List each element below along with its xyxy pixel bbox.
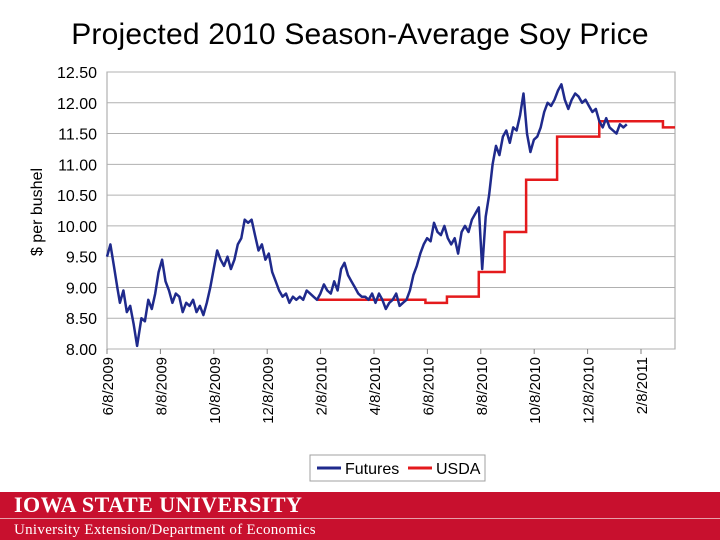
usda-series-line — [317, 119, 675, 305]
page-title: Projected 2010 Season-Average Soy Price — [71, 18, 649, 51]
grid-lines — [107, 71, 675, 350]
y-tick-label: 8.50 — [66, 311, 97, 328]
x-tick-label: 2/8/2011 — [634, 357, 651, 414]
y-tick-label: 12.50 — [57, 65, 97, 82]
x-tick-label: 2/8/2010 — [314, 357, 331, 415]
x-tick-label: 4/8/2010 — [367, 357, 384, 415]
x-axis-ticks: 6/8/2009 8/8/2009 10/8/2009 12/8/2009 2/8/20… — [100, 349, 651, 424]
y-tick-label: 11.00 — [58, 157, 97, 174]
x-tick-label: 10/8/2010 — [527, 357, 544, 424]
x-tick-label: 8/8/2010 — [474, 357, 491, 415]
y-tick-label: 11.50 — [58, 127, 97, 144]
futures-series-line — [105, 83, 628, 348]
x-tick-label: 12/8/2009 — [260, 357, 277, 424]
y-axis-label: $ per bushel — [29, 168, 46, 256]
y-tick-label: 10.00 — [57, 219, 97, 236]
y-tick-label: 9.50 — [66, 250, 97, 267]
y-tick-label: 10.50 — [57, 188, 97, 205]
footer-divider — [0, 518, 720, 519]
x-tick-label: 6/8/2010 — [420, 357, 437, 415]
y-axis-ticks: 8.00 8.50 9.00 9.50 10.00 10.50 11.00 11.50 12.0… — [57, 65, 97, 359]
legend-futures-label: Futures — [345, 461, 399, 478]
usda-series — [317, 119, 675, 305]
plot-area — [106, 71, 676, 350]
x-tick-label: 12/8/2010 — [581, 357, 598, 424]
y-tick-label: 12.00 — [57, 96, 97, 113]
department-text: University Extension/Department of Econo… — [14, 522, 316, 538]
university-logo-text: IOWA STATE UNIVERSITY — [14, 492, 303, 517]
footer-bar: IOWA STATE UNIVERSITY University Extensi… — [0, 492, 720, 540]
x-tick-label: 10/8/2009 — [207, 357, 224, 424]
y-tick-label: 9.00 — [66, 280, 97, 297]
price-line-chart: 8.00 8.50 9.00 9.50 10.00 10.50 11.00 11.50 12.0… — [29, 65, 676, 482]
x-tick-label: 8/8/2009 — [153, 357, 170, 415]
x-tick-label: 6/8/2009 — [100, 357, 117, 415]
legend: Futures USDA — [309, 454, 486, 482]
y-tick-label: 8.00 — [66, 342, 97, 359]
legend-usda-label: USDA — [436, 461, 481, 478]
